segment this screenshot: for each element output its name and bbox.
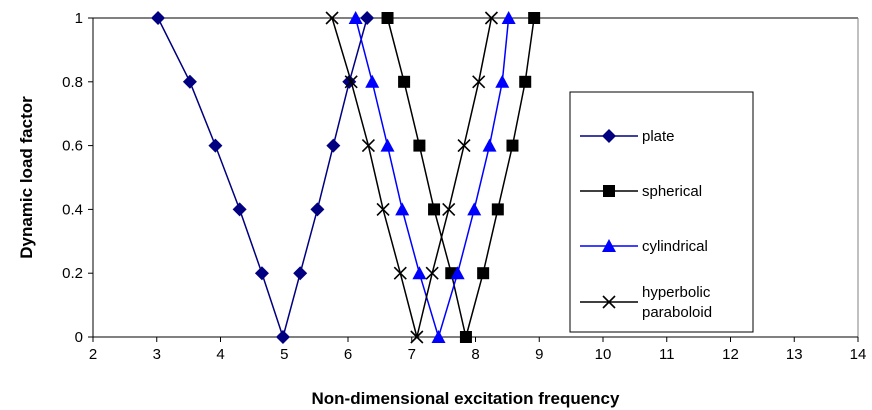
x-tick-label: 4 (216, 346, 224, 363)
legend-box (569, 91, 754, 333)
data-point-spherical (519, 75, 532, 88)
x-tick-label: 5 (280, 346, 288, 363)
series-hyperbolic-paraboloid (325, 11, 499, 344)
y-tick-label: 0.2 (62, 265, 83, 282)
data-point-cylindrical (495, 74, 510, 88)
y-axis-title: Dynamic load factor (17, 96, 36, 259)
data-point-spherical (398, 75, 411, 88)
data-point-hyperbolic-paraboloid (442, 202, 456, 216)
data-point-hyperbolic-paraboloid (410, 330, 424, 344)
data-point-cylindrical (395, 202, 410, 216)
legend-marker-hyperbolic-paraboloid (602, 295, 616, 309)
data-point-spherical (477, 267, 490, 280)
data-point-cylindrical (450, 266, 465, 280)
data-point-hyperbolic-paraboloid (484, 11, 499, 25)
data-point-plate (310, 202, 325, 217)
legend-item-plate: plate (580, 128, 675, 145)
legend-item-hyperbolic-paraboloid: hyperbolic paraboloid (580, 284, 712, 321)
data-point-hyperbolic-paraboloid (457, 139, 471, 153)
x-tick-label: 8 (471, 346, 479, 363)
x-tick-label: 13 (786, 346, 803, 363)
legend-label-spherical: spherical (642, 183, 702, 200)
legend: plate spherical cylindrical hyperbolic parab… (569, 91, 754, 333)
data-point-plate (182, 74, 197, 89)
x-tick-label: 2 (89, 346, 97, 363)
data-point-cylindrical (467, 202, 482, 216)
data-point-spherical (459, 331, 472, 343)
legend-item-spherical: spherical (580, 183, 702, 200)
data-point-spherical (413, 139, 426, 152)
data-point-cylindrical (348, 11, 363, 24)
data-point-plate (326, 138, 341, 153)
legend-label-plate: plate (642, 128, 675, 145)
y-tick-label: 0.8 (62, 74, 83, 91)
data-point-spherical (528, 12, 541, 24)
x-tick-label: 11 (659, 346, 675, 363)
data-point-cylindrical (431, 330, 446, 343)
x-tick-label: 3 (153, 346, 161, 363)
x-tick-label: 6 (344, 346, 352, 363)
data-point-spherical (506, 139, 519, 152)
series-plate (151, 11, 375, 344)
data-point-hyperbolic-paraboloid (393, 266, 407, 280)
data-point-spherical (428, 203, 441, 216)
data-point-spherical (491, 203, 504, 216)
legend-marker-cylindrical (602, 239, 616, 252)
legend-label-cylindrical: cylindrical (642, 238, 708, 255)
data-point-plate (293, 266, 308, 281)
series-line-plate (157, 17, 368, 340)
data-point-hyperbolic-paraboloid (425, 266, 439, 280)
x-tick-label: 9 (535, 346, 543, 363)
series-spherical (381, 12, 541, 343)
data-point-cylindrical (365, 74, 380, 88)
legend-label-hyperbolic-paraboloid: hyperbolic paraboloid (642, 284, 712, 321)
data-point-cylindrical (482, 138, 497, 152)
data-point-plate (232, 202, 247, 217)
x-tick-label: 7 (408, 346, 416, 363)
data-point-hyperbolic-paraboloid (472, 75, 486, 89)
x-axis-title: Non-dimensional excitation frequency (312, 389, 620, 408)
data-point-hyperbolic-paraboloid (344, 75, 358, 89)
data-point-plate (151, 11, 166, 25)
series-line-hyperbolic-paraboloid (331, 17, 493, 338)
x-tick-label: 10 (595, 346, 612, 363)
data-point-plate (275, 330, 290, 344)
data-point-spherical (381, 12, 394, 24)
legend-item-cylindrical: cylindrical (580, 238, 708, 255)
legend-marker-spherical (603, 185, 615, 197)
data-point-hyperbolic-paraboloid (361, 139, 375, 153)
data-point-plate (360, 11, 375, 25)
y-tick-label: 1 (75, 10, 83, 27)
x-tick-label: 12 (722, 346, 739, 363)
series-line-spherical (386, 17, 535, 338)
y-tick-label: 0.6 (62, 138, 83, 155)
data-point-cylindrical (501, 11, 516, 24)
data-point-plate (208, 138, 223, 153)
series-line-cylindrical (354, 17, 510, 340)
data-point-hyperbolic-paraboloid (325, 11, 339, 25)
x-tick-label: 14 (850, 346, 867, 363)
data-point-cylindrical (412, 266, 427, 280)
legend-marker-plate (602, 129, 616, 143)
y-tick-label: 0.4 (62, 201, 83, 218)
data-point-plate (254, 266, 269, 281)
axes: 2 3 4 5 6 7 8 9 10 11 12 13 14 0 0.2 0.4 0.6 0.8 1 (62, 10, 866, 363)
series-cylindrical (348, 11, 516, 343)
y-tick-label: 0 (75, 329, 83, 346)
series-layer (151, 11, 541, 344)
data-point-hyperbolic-paraboloid (376, 202, 390, 216)
data-point-cylindrical (380, 138, 395, 152)
